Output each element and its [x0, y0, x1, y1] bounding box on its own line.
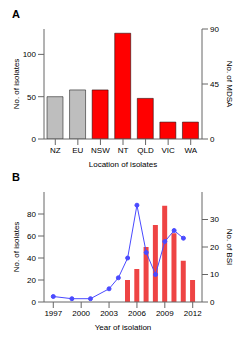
- svg-text:20: 20: [27, 276, 36, 285]
- svg-text:10: 10: [210, 270, 219, 279]
- svg-text:2009: 2009: [156, 309, 174, 318]
- svg-text:QLD: QLD: [137, 146, 154, 155]
- svg-text:2003: 2003: [100, 309, 118, 318]
- svg-text:VIC: VIC: [161, 146, 175, 155]
- svg-text:WA: WA: [184, 146, 197, 155]
- svg-text:No. of MDSA: No. of MDSA: [225, 61, 234, 108]
- svg-text:20: 20: [210, 243, 219, 252]
- svg-text:0: 0: [210, 298, 215, 307]
- svg-text:45: 45: [210, 80, 219, 89]
- svg-text:NSW: NSW: [91, 146, 110, 155]
- svg-text:No. of BSI: No. of BSI: [225, 229, 234, 265]
- svg-text:40: 40: [27, 254, 36, 263]
- svg-text:1997: 1997: [44, 309, 62, 318]
- svg-text:60: 60: [27, 232, 36, 241]
- svg-text:Location of isolates: Location of isolates: [89, 160, 158, 169]
- svg-text:No. of isolates: No. of isolates: [12, 59, 21, 110]
- svg-text:NZ: NZ: [50, 146, 61, 155]
- svg-text:2000: 2000: [72, 309, 90, 318]
- svg-text:0: 0: [32, 135, 37, 144]
- svg-text:30: 30: [210, 215, 219, 224]
- svg-text:90: 90: [210, 25, 219, 34]
- html-text:B: B: [12, 171, 20, 183]
- svg-text:Year of isolation: Year of isolation: [95, 323, 152, 332]
- html-text:A: A: [12, 8, 20, 20]
- svg-text:80: 80: [27, 210, 36, 219]
- svg-text:EU: EU: [72, 146, 83, 155]
- svg-text:0: 0: [32, 298, 37, 307]
- svg-text:100: 100: [23, 50, 37, 59]
- svg-text:2006: 2006: [128, 309, 146, 318]
- svg-text:No. of isolates: No. of isolates: [12, 222, 21, 273]
- svg-text:2012: 2012: [184, 309, 202, 318]
- svg-text:NT: NT: [118, 146, 129, 155]
- svg-text:0: 0: [210, 135, 215, 144]
- svg-text:50: 50: [27, 93, 36, 102]
